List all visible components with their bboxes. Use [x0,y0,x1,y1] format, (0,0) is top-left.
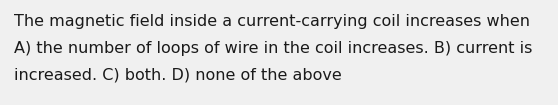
Text: A) the number of loops of wire in the coil increases. B) current is: A) the number of loops of wire in the co… [14,41,532,56]
Text: The magnetic field inside a current-carrying coil increases when: The magnetic field inside a current-carr… [14,14,530,29]
Text: increased. C) both. D) none of the above: increased. C) both. D) none of the above [14,68,341,83]
